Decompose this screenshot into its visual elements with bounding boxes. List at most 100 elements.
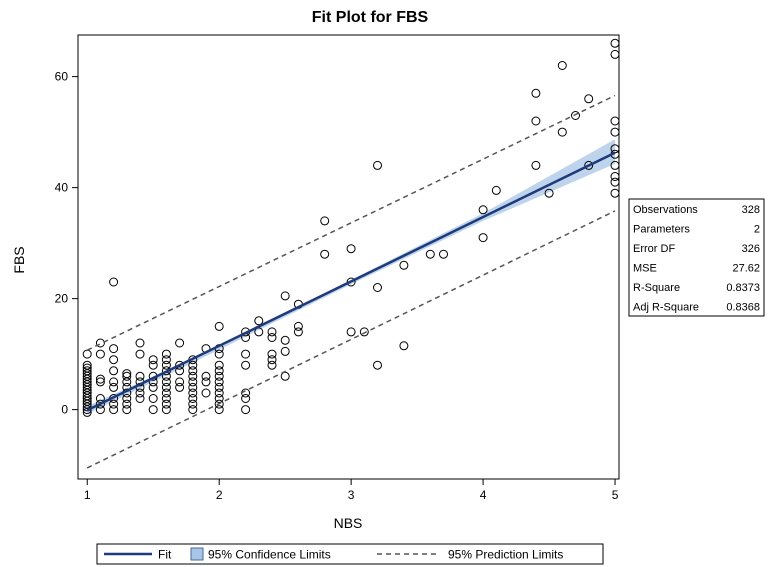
stat-value: 0.8373 bbox=[726, 282, 760, 294]
stats-table-frame bbox=[628, 198, 765, 317]
chart-title: Fit Plot for FBS bbox=[312, 9, 429, 26]
data-point bbox=[280, 291, 290, 301]
data-point bbox=[610, 160, 620, 170]
x-axis-ticks: 1 2 3 4 5 bbox=[84, 479, 619, 502]
data-point bbox=[610, 177, 620, 187]
data-point bbox=[267, 349, 277, 359]
stat-value: 326 bbox=[742, 243, 760, 255]
data-point bbox=[95, 374, 105, 384]
data-point bbox=[109, 355, 119, 365]
data-point bbox=[135, 394, 145, 403]
data-point bbox=[610, 188, 620, 198]
data-point bbox=[135, 338, 145, 348]
data-point bbox=[214, 321, 224, 331]
data-point bbox=[373, 160, 382, 170]
stat-value: 0.8368 bbox=[726, 302, 760, 314]
data-point bbox=[201, 371, 211, 381]
data-point bbox=[161, 355, 171, 365]
data-point bbox=[439, 249, 448, 259]
data-point bbox=[399, 341, 409, 351]
data-point bbox=[214, 382, 224, 392]
data-point bbox=[122, 377, 132, 387]
data-point bbox=[373, 360, 382, 370]
y-tick-label: 0 bbox=[61, 403, 68, 417]
data-point bbox=[175, 338, 185, 348]
stat-value: 27.62 bbox=[732, 263, 760, 275]
data-point bbox=[293, 327, 303, 337]
y-tick-label: 40 bbox=[55, 181, 69, 195]
data-point bbox=[267, 355, 277, 365]
data-point bbox=[320, 216, 330, 226]
data-point bbox=[161, 388, 171, 398]
stat-value: 2 bbox=[754, 224, 760, 236]
data-point bbox=[214, 405, 224, 415]
data-point bbox=[399, 260, 409, 270]
data-point bbox=[610, 116, 620, 126]
data-point bbox=[254, 327, 264, 337]
data-point bbox=[95, 399, 105, 409]
data-point bbox=[254, 316, 264, 326]
data-point bbox=[122, 394, 132, 403]
stat-label: Error DF bbox=[633, 243, 675, 255]
data-point bbox=[214, 399, 224, 409]
data-point bbox=[175, 360, 185, 370]
data-point bbox=[82, 349, 92, 359]
plot-area: 1 2 3 4 5 0 20 40 60 bbox=[55, 34, 620, 502]
stat-label: MSE bbox=[633, 263, 657, 275]
data-point bbox=[109, 399, 119, 409]
data-point bbox=[109, 344, 119, 354]
data-point bbox=[491, 185, 501, 195]
data-point bbox=[161, 405, 171, 415]
lines-layer bbox=[86, 94, 616, 469]
data-point bbox=[571, 111, 580, 120]
data-point bbox=[175, 377, 185, 387]
y-tick-label: 60 bbox=[55, 70, 69, 84]
data-point bbox=[148, 394, 158, 403]
data-point bbox=[267, 360, 277, 370]
data-point bbox=[95, 405, 105, 415]
data-point bbox=[161, 377, 171, 387]
data-point bbox=[122, 371, 132, 381]
x-tick-label: 1 bbox=[84, 488, 91, 502]
scatter-points bbox=[82, 38, 620, 417]
data-point bbox=[373, 283, 382, 292]
data-point bbox=[109, 377, 119, 387]
upper-prediction-limit bbox=[86, 94, 616, 351]
y-tick-label: 20 bbox=[55, 292, 69, 306]
data-point bbox=[293, 321, 303, 331]
y-axis-ticks: 0 20 40 60 bbox=[55, 70, 78, 417]
fit-line bbox=[86, 151, 616, 412]
data-point bbox=[214, 394, 224, 403]
stat-label: Observations bbox=[633, 204, 698, 216]
data-point bbox=[122, 405, 132, 415]
data-point bbox=[478, 233, 488, 243]
data-point bbox=[610, 49, 620, 59]
data-point bbox=[188, 371, 198, 381]
data-point bbox=[241, 394, 251, 403]
data-point bbox=[214, 377, 224, 387]
data-point bbox=[359, 327, 369, 337]
data-point bbox=[135, 349, 145, 359]
data-point bbox=[201, 377, 211, 387]
fit-statistics-table: Observations 328 Parameters 2 Error DF 326 MSE… bbox=[628, 198, 765, 317]
stat-label: R-Square bbox=[633, 282, 680, 294]
data-point bbox=[188, 382, 198, 392]
data-point bbox=[161, 399, 171, 409]
data-point bbox=[267, 327, 277, 337]
data-point bbox=[214, 349, 224, 359]
data-point bbox=[109, 366, 119, 376]
x-tick-label: 3 bbox=[348, 488, 355, 502]
chart-legend: Fit 95% Confidence Limits 95% Prediction L… bbox=[96, 543, 604, 565]
x-axis-label: NBS bbox=[334, 515, 363, 531]
lower-prediction-limit bbox=[86, 210, 616, 469]
data-point bbox=[531, 116, 541, 126]
bands-layer bbox=[87, 139, 615, 415]
data-point bbox=[280, 335, 290, 345]
data-point bbox=[531, 160, 541, 170]
data-point bbox=[346, 327, 356, 337]
data-point bbox=[188, 399, 198, 409]
data-point bbox=[135, 371, 145, 381]
data-point bbox=[148, 382, 158, 392]
data-point bbox=[214, 360, 224, 370]
stat-label: Parameters bbox=[633, 224, 690, 236]
